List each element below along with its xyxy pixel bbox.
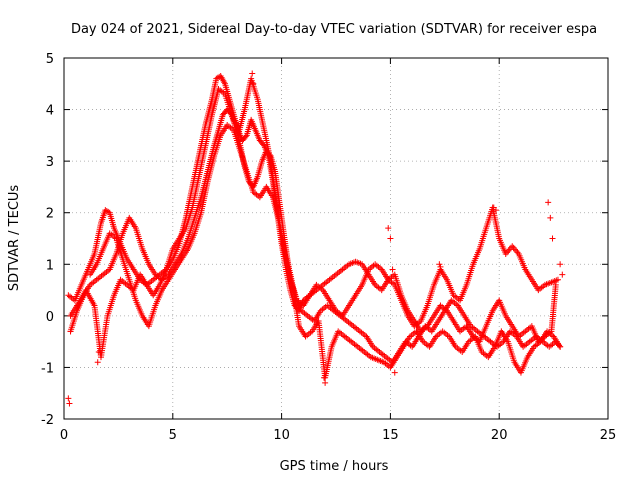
- x-tick-label: 20: [491, 428, 508, 443]
- data-point: [557, 343, 564, 350]
- data-point: [321, 374, 328, 381]
- data-point: [391, 369, 398, 376]
- data-point: [437, 263, 444, 270]
- y-tick-label: 3: [46, 155, 54, 170]
- y-tick-label: -2: [41, 413, 54, 428]
- y-axis-label: SDTVAR / TECUs: [7, 185, 22, 292]
- x-tick-label: 0: [60, 428, 68, 443]
- x-tick-label: 25: [600, 428, 617, 443]
- data-point: [94, 359, 101, 366]
- data-point: [66, 400, 73, 407]
- data-point: [385, 225, 392, 232]
- data-point: [511, 246, 518, 253]
- data-point: [95, 348, 102, 355]
- chart-title: Day 024 of 2021, Sidereal Day-to-day VTE…: [71, 22, 597, 37]
- data-point: [545, 199, 552, 206]
- y-tick-label: 5: [46, 52, 54, 67]
- data-point: [242, 133, 249, 140]
- data-point: [552, 281, 559, 288]
- y-tick-label: -1: [41, 361, 54, 376]
- y-tick-label: 2: [46, 207, 54, 222]
- data-point: [250, 80, 257, 87]
- data-point: [547, 214, 554, 221]
- data-point: [67, 328, 74, 335]
- data-point: [506, 246, 513, 253]
- y-tick-label: 4: [46, 104, 54, 119]
- x-tick-label: 5: [169, 428, 177, 443]
- data-point: [557, 261, 564, 268]
- y-tick-label: 0: [46, 310, 54, 325]
- y-tick-label: 1: [46, 258, 54, 273]
- data-point: [322, 379, 329, 386]
- grid-lines: [64, 58, 608, 419]
- data-points: [65, 70, 566, 407]
- data-point: [505, 247, 512, 254]
- data-point: [509, 243, 516, 250]
- data-point: [549, 235, 556, 242]
- data-point: [249, 70, 256, 77]
- data-point: [436, 261, 443, 268]
- x-tick-label: 10: [273, 428, 290, 443]
- data-point: [559, 271, 566, 278]
- data-point: [513, 247, 520, 254]
- axis-ticks: 0 5 10 15 20 25 -2 -1 0 1 2 3 4 5: [41, 52, 616, 443]
- plot-frame: [63, 57, 609, 420]
- data-point: [554, 276, 561, 283]
- data-point: [65, 395, 72, 402]
- data-point: [510, 244, 517, 251]
- x-axis-label: GPS time / hours: [280, 459, 389, 474]
- data-point: [492, 207, 499, 214]
- data-point: [387, 235, 394, 242]
- x-tick-label: 15: [382, 428, 399, 443]
- data-point: [389, 266, 396, 273]
